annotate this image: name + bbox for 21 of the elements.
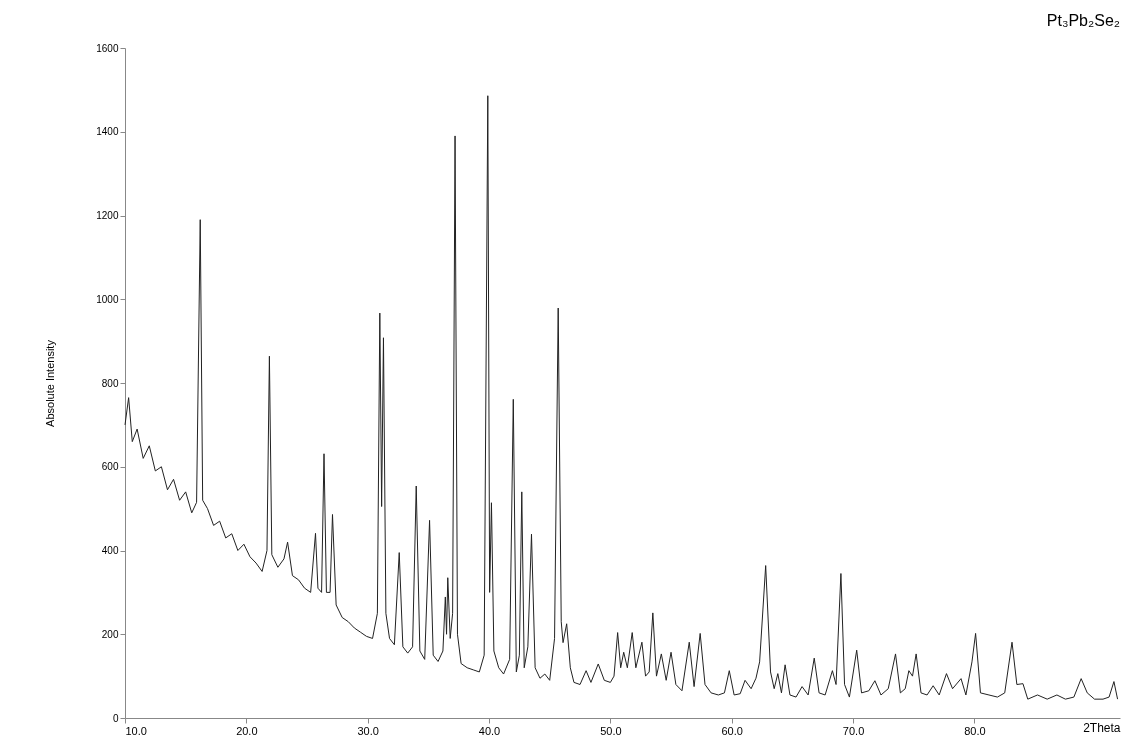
y-tick-label: 0 <box>112 712 119 724</box>
y-tick-label: 1600 <box>96 42 119 54</box>
y-axis-title: Absolute Intensity <box>44 339 57 427</box>
x-tick-label: 70.0 <box>842 724 865 737</box>
x-tick-label: 80.0 <box>964 724 986 737</box>
x-tick-label: 10.0 <box>125 724 147 737</box>
x-tick-label: 60.0 <box>721 724 743 737</box>
x-tick-label: 30.0 <box>357 724 379 737</box>
y-tick-label: 1000 <box>96 293 119 305</box>
y-tick-label: 600 <box>101 461 119 473</box>
y-tick-label: 1400 <box>96 126 119 138</box>
y-tick-label: 400 <box>101 545 119 556</box>
y-tick-label: 800 <box>101 377 119 389</box>
x-axis-title: 2Theta <box>1083 720 1121 735</box>
x-tick-label: 40.0 <box>478 724 501 737</box>
line-series <box>124 95 1119 700</box>
y-tick-label: 1200 <box>96 210 119 221</box>
x-tick-label: 20.0 <box>236 724 258 737</box>
x-tick-label: 50.0 <box>600 724 622 737</box>
text: Pt₃Pb₂Se₂ <box>1046 12 1120 29</box>
y-tick-label: 200 <box>101 628 119 640</box>
